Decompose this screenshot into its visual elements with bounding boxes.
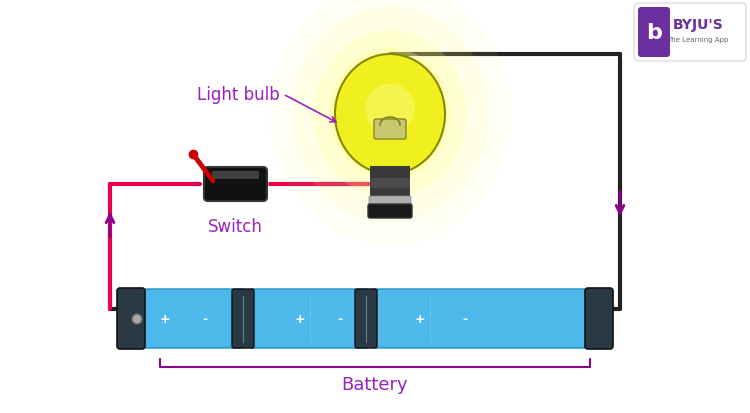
Ellipse shape bbox=[329, 49, 451, 180]
Text: -: - bbox=[202, 313, 208, 326]
FancyBboxPatch shape bbox=[204, 168, 267, 202]
Ellipse shape bbox=[291, 7, 489, 223]
Ellipse shape bbox=[269, 0, 511, 247]
Text: +: + bbox=[295, 313, 305, 326]
FancyBboxPatch shape bbox=[232, 289, 254, 348]
Bar bbox=[370, 178, 410, 189]
FancyBboxPatch shape bbox=[638, 8, 670, 58]
Bar bbox=[370, 166, 410, 178]
Text: The Learning App: The Learning App bbox=[668, 37, 729, 43]
Text: -: - bbox=[338, 313, 343, 326]
Text: +: + bbox=[160, 313, 170, 326]
Circle shape bbox=[132, 314, 142, 324]
FancyBboxPatch shape bbox=[117, 288, 145, 349]
FancyBboxPatch shape bbox=[355, 289, 377, 348]
FancyBboxPatch shape bbox=[585, 288, 613, 349]
Ellipse shape bbox=[365, 84, 415, 135]
Text: BYJU'S: BYJU'S bbox=[673, 18, 723, 32]
FancyBboxPatch shape bbox=[140, 289, 245, 348]
FancyBboxPatch shape bbox=[373, 289, 590, 348]
FancyBboxPatch shape bbox=[212, 171, 259, 180]
Text: -: - bbox=[463, 313, 467, 326]
Text: Switch: Switch bbox=[208, 218, 262, 235]
Bar bbox=[370, 197, 410, 206]
Text: b: b bbox=[646, 23, 662, 43]
FancyBboxPatch shape bbox=[374, 120, 406, 140]
Ellipse shape bbox=[313, 31, 467, 199]
FancyBboxPatch shape bbox=[634, 4, 746, 62]
Ellipse shape bbox=[335, 55, 445, 175]
Bar bbox=[370, 189, 410, 197]
Text: +: + bbox=[415, 313, 425, 326]
FancyBboxPatch shape bbox=[368, 204, 412, 218]
Text: Light bulb: Light bulb bbox=[197, 86, 280, 104]
FancyBboxPatch shape bbox=[369, 197, 411, 207]
FancyBboxPatch shape bbox=[250, 289, 368, 348]
Text: Battery: Battery bbox=[342, 375, 408, 393]
